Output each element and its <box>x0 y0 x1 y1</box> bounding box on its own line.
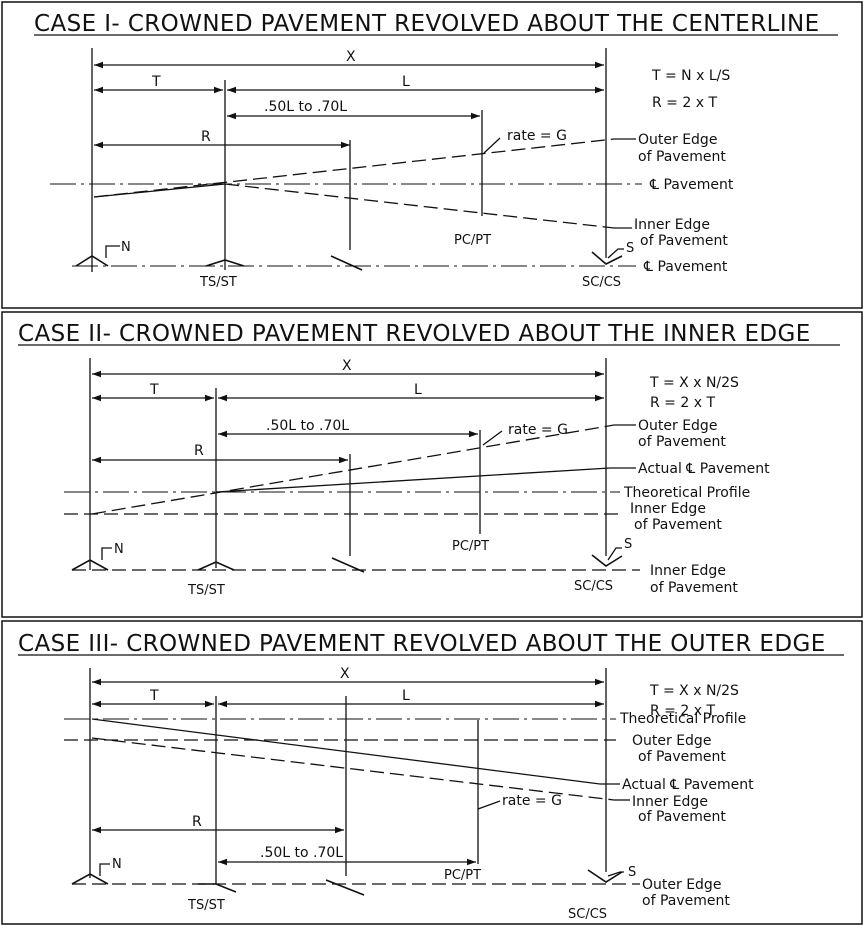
case-3-formula-t: T = X x N/2S <box>649 683 739 699</box>
case-1-dimensions: X T L .50L to .70L R <box>91 48 604 272</box>
case-1-ts-st: TS/ST <box>199 275 237 290</box>
case-3-label-actual: Actual ℄ Pavement <box>622 777 754 793</box>
case-1-n: N <box>121 240 131 255</box>
case-3-title: CASE III- CROWNED PAVEMENT REVOLVED ABOU… <box>18 631 826 657</box>
case-1-label-inner-2: of Pavement <box>640 233 728 249</box>
case-3-label-inner-2: of Pavement <box>638 809 726 825</box>
case-2-ts-st: TS/ST <box>187 583 225 598</box>
case-3-label-outer-1: Outer Edge <box>632 733 711 749</box>
case-3-label-inner-1: Inner Edge <box>632 794 708 810</box>
case-3-pc-pt: PC/PT <box>444 868 481 883</box>
case-3-formula-r: R = 2 x T <box>650 703 715 719</box>
case-1-label-outer-2: of Pavement <box>638 149 726 165</box>
case-1-rate: rate = G <box>507 128 567 144</box>
case-1-outer-edge <box>93 138 615 198</box>
case-1-label-outer-1: Outer Edge <box>638 132 717 148</box>
case-1-title: CASE I- CROWNED PAVEMENT REVOLVED ABOUT … <box>34 11 820 37</box>
case-3-dim-r: R <box>192 814 202 830</box>
case-2-dim-r: R <box>194 443 204 459</box>
case-1-dim-l: L <box>402 74 410 90</box>
case-3-dimensions: X T L R .50L to .70L <box>89 666 604 878</box>
case-2-dim-l: L <box>414 382 422 398</box>
case-1-frame <box>1 1 863 309</box>
case-2-label-outer-2: of Pavement <box>638 434 726 450</box>
case-1-label-inner-1: Inner Edge <box>634 217 710 233</box>
case-1-formula-t: T = N x L/S <box>651 68 730 84</box>
case-2-sc-cs: SC/CS <box>574 579 613 594</box>
case-2-dim-range: .50L to .70L <box>266 418 349 434</box>
case-2-dim-t: T <box>149 382 159 398</box>
case-3-actual-cl <box>91 718 601 785</box>
case-2-frame <box>1 311 863 618</box>
case-2-rate: rate = G <box>508 422 568 438</box>
case-2-pc-pt: PC/PT <box>452 539 489 554</box>
case-1-dim-range: .50L to .70L <box>264 99 347 115</box>
case-3-frame <box>1 620 863 925</box>
case-1-panel: CASE I- CROWNED PAVEMENT REVOLVED ABOUT … <box>1 1 863 309</box>
case-2-dimensions: X T L .50L to .70L R <box>89 358 604 570</box>
case-2-formula-t: T = X x N/2S <box>649 375 739 391</box>
case-2-title: CASE II- CROWNED PAVEMENT REVOLVED ABOUT… <box>18 321 811 347</box>
case-1-label-cl: ℄ Pavement <box>649 177 734 193</box>
case-1-inner-edge <box>224 183 615 229</box>
case-2-n: N <box>114 542 124 557</box>
case-2-label-inner-bottom-1: Inner Edge <box>650 563 726 579</box>
case-2-label-theoretical: Theoretical Profile <box>623 485 750 501</box>
case-1-s: S <box>626 241 634 256</box>
case-3-dim-range: .50L to .70L <box>260 845 343 861</box>
case-1-formula-r: R = 2 x T <box>652 95 717 111</box>
case-1-dim-r: R <box>201 129 211 145</box>
case-3-n: N <box>112 857 122 872</box>
case-1-label-cl-bottom: ℄ Pavement <box>643 259 728 275</box>
case-2-s: S <box>624 537 632 552</box>
case-2-label-inner-2: of Pavement <box>634 517 722 533</box>
case-3-label-outer-bottom-2: of Pavement <box>642 893 730 909</box>
case-3-dim-l: L <box>402 688 410 704</box>
case-3-inner-edge <box>91 737 615 801</box>
case-3-label-theoretical: Theoretical Profile <box>619 711 746 727</box>
case-3-dim-t: T <box>149 688 159 704</box>
case-3-rate: rate = G <box>502 793 562 809</box>
case-1-sc-cs: SC/CS <box>582 275 621 290</box>
case-2-formula-r: R = 2 x T <box>650 395 715 411</box>
case-2-label-inner-1: Inner Edge <box>630 501 706 517</box>
case-2-label-actual: Actual ℄ Pavement <box>638 461 770 477</box>
case-3-label-outer-2: of Pavement <box>638 749 726 765</box>
case-2-outer-edge <box>91 424 615 515</box>
case-1-pc-pt: PC/PT <box>454 233 491 248</box>
case-3-panel: CASE III- CROWNED PAVEMENT REVOLVED ABOU… <box>1 620 863 925</box>
case-3-s: S <box>628 865 636 880</box>
case-3-label-outer-bottom-1: Outer Edge <box>642 877 721 893</box>
case-1-dim-x: X <box>346 49 356 65</box>
case-3-dim-x: X <box>340 666 350 682</box>
case-3-sc-cs: SC/CS <box>568 907 607 922</box>
case-2-panel: CASE II- CROWNED PAVEMENT REVOLVED ABOUT… <box>1 311 863 618</box>
case-2-label-outer-1: Outer Edge <box>638 418 717 434</box>
case-1-dim-t: T <box>151 74 161 90</box>
case-2-dim-x: X <box>342 358 352 374</box>
case-3-ts-st: TS/ST <box>187 898 225 913</box>
case-2-actual-cl <box>215 467 611 493</box>
case-2-label-inner-bottom-2: of Pavement <box>650 580 738 596</box>
